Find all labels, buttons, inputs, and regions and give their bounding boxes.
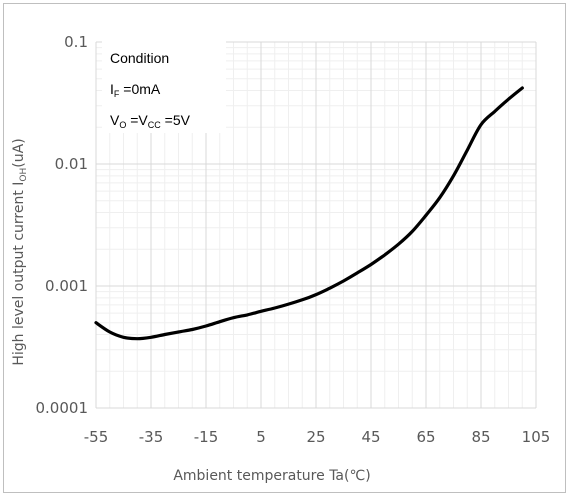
x-tick-label: 65 bbox=[416, 428, 435, 446]
condition-current: IF =0mA bbox=[110, 81, 161, 99]
y-axis-title: High level output current IOH(uA) bbox=[11, 138, 29, 365]
y-tick-label: 0.01 bbox=[55, 155, 88, 173]
x-tick-label: 5 bbox=[256, 428, 266, 446]
series bbox=[94, 86, 524, 341]
y-tick-label: 0.1 bbox=[64, 33, 88, 51]
x-tick-label: 45 bbox=[361, 428, 380, 446]
y-tick-label: 0.001 bbox=[45, 277, 88, 295]
x-axis-title: Ambient temperature Ta(℃) bbox=[173, 468, 370, 484]
x-tick-label: -35 bbox=[139, 428, 164, 446]
x-tick-label: 105 bbox=[522, 428, 551, 446]
tick-labels: -55 -35 -15 5 25 45 65 85 105 0.0001 0.001 0.01 0.1 bbox=[36, 33, 551, 446]
condition-heading: Condition bbox=[110, 50, 169, 66]
x-tick-label: 25 bbox=[306, 428, 325, 446]
x-tick-label: -55 bbox=[84, 428, 109, 446]
condition-annotation: Condition IF =0mA VO =VCC =5V bbox=[102, 37, 226, 133]
series-line bbox=[94, 86, 524, 341]
chart: -55 -35 -15 5 25 45 65 85 1050.00010.0010.010.1 … bbox=[11, 33, 551, 484]
chart-frame: -55 -35 -15 5 25 45 65 85 105 0.0001 0.001 0.01 0.1 … bbox=[3, 3, 566, 493]
annotation-background bbox=[102, 37, 226, 133]
x-tick-label: -15 bbox=[194, 428, 219, 446]
y-tick-label: 0.0001 bbox=[36, 399, 89, 417]
condition-voltage: VO =VCC =5V bbox=[110, 112, 191, 130]
x-tick-label: 85 bbox=[471, 428, 490, 446]
